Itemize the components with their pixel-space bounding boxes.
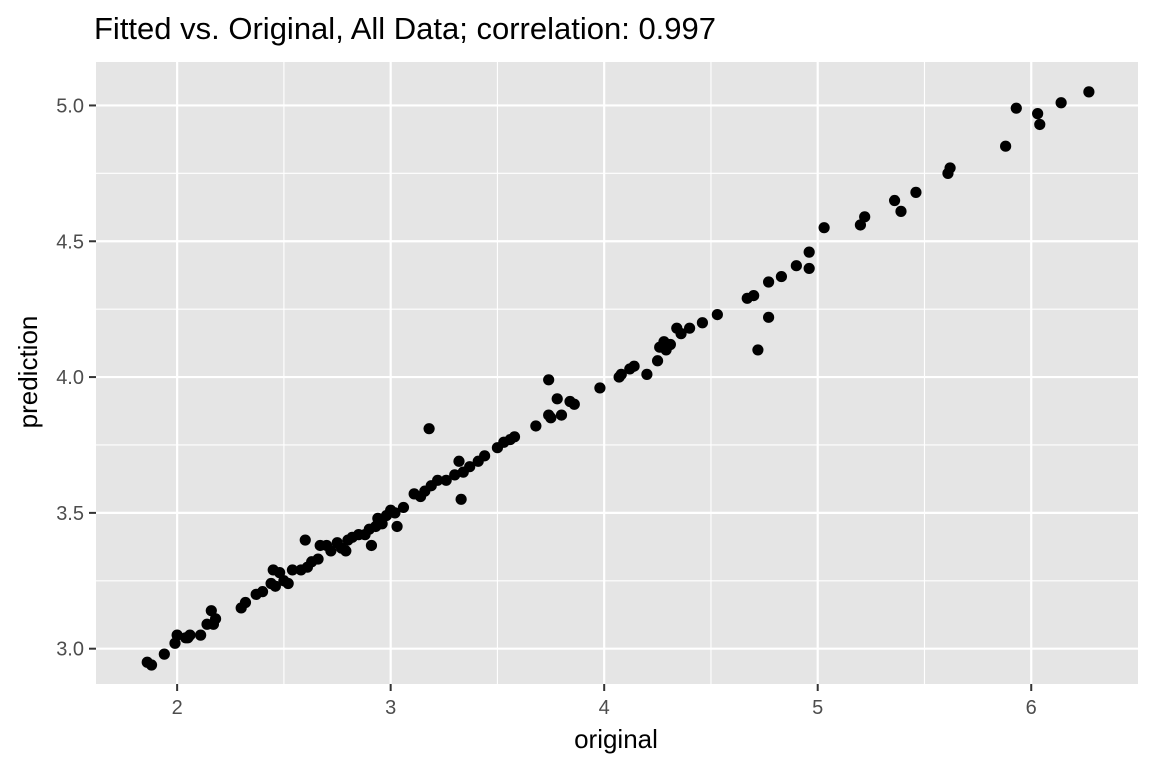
data-point — [239, 596, 252, 609]
data-point — [711, 309, 723, 321]
data-point — [158, 648, 170, 660]
data-point — [340, 545, 352, 557]
data-point — [1083, 86, 1095, 98]
y-tick-label: 5.0 — [56, 95, 84, 117]
y-tick-label: 4.5 — [56, 231, 84, 253]
data-point — [551, 393, 563, 405]
data-point — [568, 398, 580, 410]
data-point — [145, 659, 158, 671]
minor-gridlines — [96, 62, 1138, 684]
data-point — [910, 186, 922, 198]
data-point — [1000, 140, 1012, 152]
y-tick-label: 4.0 — [56, 367, 84, 389]
data-point — [696, 317, 709, 329]
data-point — [641, 368, 653, 380]
data-point — [464, 461, 476, 473]
x-axis: 2 3 4 5 6 — [172, 684, 1037, 719]
data-point — [286, 564, 299, 576]
data-point — [1034, 118, 1046, 131]
data-point — [545, 412, 557, 424]
data-point — [664, 338, 676, 351]
data-point — [888, 194, 901, 207]
data-point — [391, 520, 403, 533]
y-tick-label: 3.5 — [56, 503, 84, 525]
data-point — [1010, 102, 1022, 114]
x-axis-title: original — [574, 724, 658, 754]
data-point — [859, 211, 871, 223]
data-point — [184, 629, 196, 641]
data-point — [423, 423, 435, 435]
data-point — [449, 469, 461, 481]
data-point — [269, 580, 281, 592]
data-point — [615, 368, 627, 380]
data-point — [555, 409, 568, 421]
data-point — [763, 276, 775, 288]
data-point — [299, 534, 311, 546]
data-point — [530, 420, 542, 432]
data-point — [790, 260, 802, 272]
data-point — [763, 311, 775, 323]
data-point — [365, 539, 378, 552]
data-point — [803, 262, 815, 275]
data-point — [543, 374, 555, 386]
data-point — [432, 474, 444, 486]
data-point — [748, 289, 760, 302]
y-axis-title: prediction — [13, 316, 43, 429]
data-point — [312, 553, 324, 565]
chart-title: Fitted vs. Original, All Data; correlati… — [94, 11, 716, 46]
data-point — [440, 474, 452, 486]
data-point — [209, 613, 222, 625]
x-tick-label: 4 — [599, 697, 610, 719]
x-tick-label: 3 — [385, 697, 396, 719]
data-point — [325, 545, 337, 557]
data-point — [195, 629, 207, 641]
data-point — [508, 431, 521, 443]
y-tick-label: 3.0 — [56, 639, 84, 661]
x-tick-label: 5 — [812, 697, 823, 719]
data-point — [818, 222, 830, 234]
data-point — [453, 455, 465, 467]
data-point — [752, 344, 764, 356]
data-point — [397, 501, 410, 514]
data-point — [944, 162, 956, 174]
data-point — [628, 360, 640, 372]
data-point — [683, 322, 696, 334]
data-point — [282, 577, 294, 590]
y-axis: 3.0 3.5 4.0 4.5 5.0 — [56, 95, 96, 661]
data-point — [1055, 97, 1067, 109]
data-point — [775, 270, 788, 283]
scatter-points — [141, 86, 1095, 671]
data-point — [675, 328, 687, 340]
data-point — [895, 205, 907, 217]
data-point — [256, 586, 269, 598]
data-point — [455, 493, 467, 505]
data-point — [389, 507, 401, 519]
data-point — [1032, 108, 1044, 120]
data-point — [803, 246, 815, 258]
data-point — [651, 355, 664, 367]
data-point — [479, 450, 491, 462]
data-point — [171, 629, 183, 641]
x-tick-label: 2 — [172, 697, 183, 719]
major-gridlines — [96, 62, 1138, 684]
x-tick-label: 6 — [1026, 697, 1037, 719]
data-point — [594, 382, 606, 394]
